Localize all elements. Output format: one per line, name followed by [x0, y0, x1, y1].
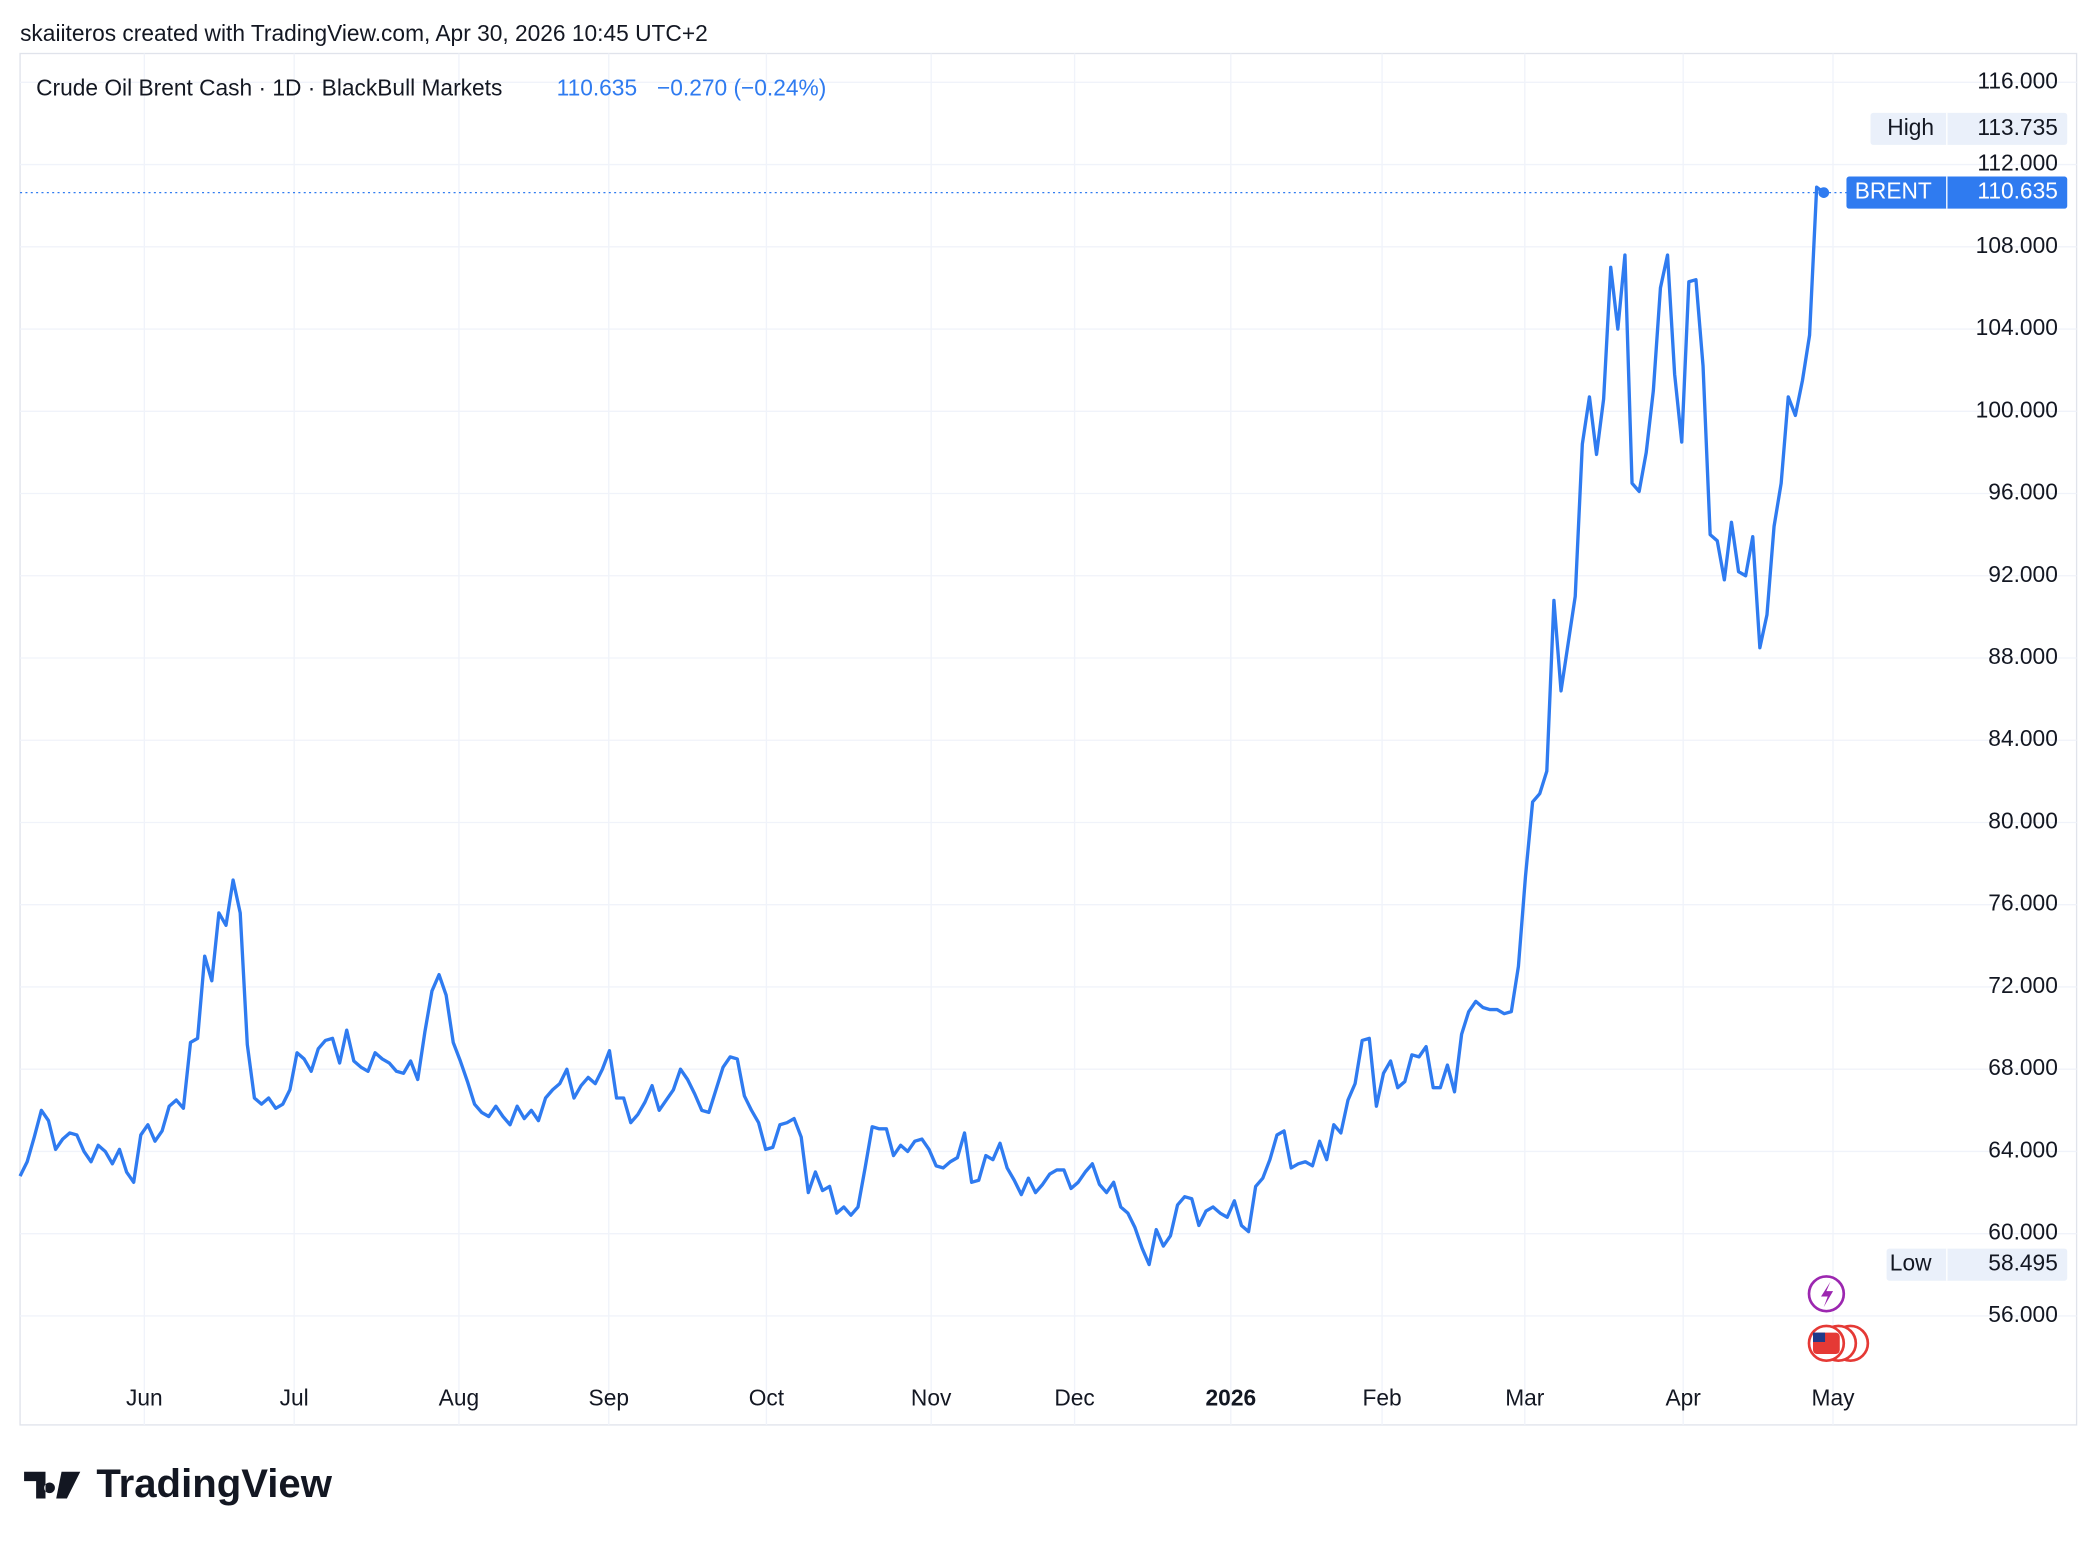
price-line [18, 185, 1825, 1267]
y-tick-label: 68.000 [1988, 1054, 2058, 1080]
last-price-dot [1818, 187, 1830, 198]
x-tick-label: Mar [1505, 1384, 1545, 1410]
attribution: skaiiteros created with TradingView.com,… [20, 20, 708, 46]
x-tick-label: Jul [280, 1384, 309, 1410]
low-box [1886, 1248, 2068, 1281]
event-icon [1821, 1281, 1834, 1308]
price-change: −0.270 (−0.24%) [657, 75, 826, 101]
last-price-label: 110.635 [1977, 178, 2058, 204]
last-price: 110.635 [557, 75, 638, 101]
grid [20, 53, 2077, 1425]
x-tick-label: Apr [1665, 1384, 1701, 1410]
x-tick-label: Feb [1362, 1384, 1401, 1410]
x-tick-label: Jun [126, 1384, 163, 1410]
y-tick-label: 92.000 [1988, 561, 2058, 587]
x-tick-label: Aug [439, 1384, 479, 1410]
chart-frame [19, 52, 2078, 1426]
y-tick-label: 100.000 [1976, 396, 2058, 422]
last-price-box [1846, 176, 2068, 209]
y-tick-label: 96.000 [1988, 479, 2058, 505]
series-name: BRENT [1855, 178, 1932, 204]
y-tick-label: 76.000 [1988, 890, 2058, 916]
high-box [1870, 112, 2068, 145]
x-tick-label: May [1812, 1384, 1856, 1410]
x-tick-label: Oct [749, 1384, 785, 1410]
y-tick-label: 60.000 [1988, 1219, 2058, 1245]
y-tick-label: 80.000 [1988, 807, 2058, 833]
y-tick-label: 88.000 [1988, 643, 2058, 669]
x-tick-label: 2026 [1206, 1384, 1257, 1410]
high-name: High [1887, 114, 1934, 140]
y-tick-label: 56.000 [1988, 1301, 2058, 1327]
chart-title: Crude Oil Brent Cash · 1D · BlackBull Ma… [36, 75, 502, 101]
x-tick-label: Nov [911, 1384, 952, 1410]
logo-icon [24, 1471, 81, 1499]
y-tick-label: 108.000 [1976, 232, 2058, 258]
y-tick-label: 84.000 [1988, 725, 2058, 751]
price-labels: 56.000 60.000 64.000 68.000 72.000 76.000 80.0… [126, 67, 2068, 1410]
logo: TradingView [96, 1461, 332, 1506]
y-tick-label: 116.000 [1977, 67, 2058, 93]
y-tick-label: 64.000 [1988, 1136, 2058, 1162]
y-tick-label: 112.000 [1977, 150, 2058, 176]
high-value: 113.735 [1977, 114, 2058, 140]
y-tick-label: 72.000 [1988, 972, 2058, 998]
x-tick-label: Dec [1054, 1384, 1094, 1410]
y-tick-label: 104.000 [1976, 314, 2058, 340]
low-name: Low [1890, 1250, 1932, 1276]
event-icons [1807, 1275, 1870, 1363]
event-icon [1813, 1332, 1826, 1342]
x-tick-label: Sep [589, 1384, 629, 1410]
low-value: 58.495 [1988, 1250, 2058, 1276]
plot [18, 185, 1847, 1267]
